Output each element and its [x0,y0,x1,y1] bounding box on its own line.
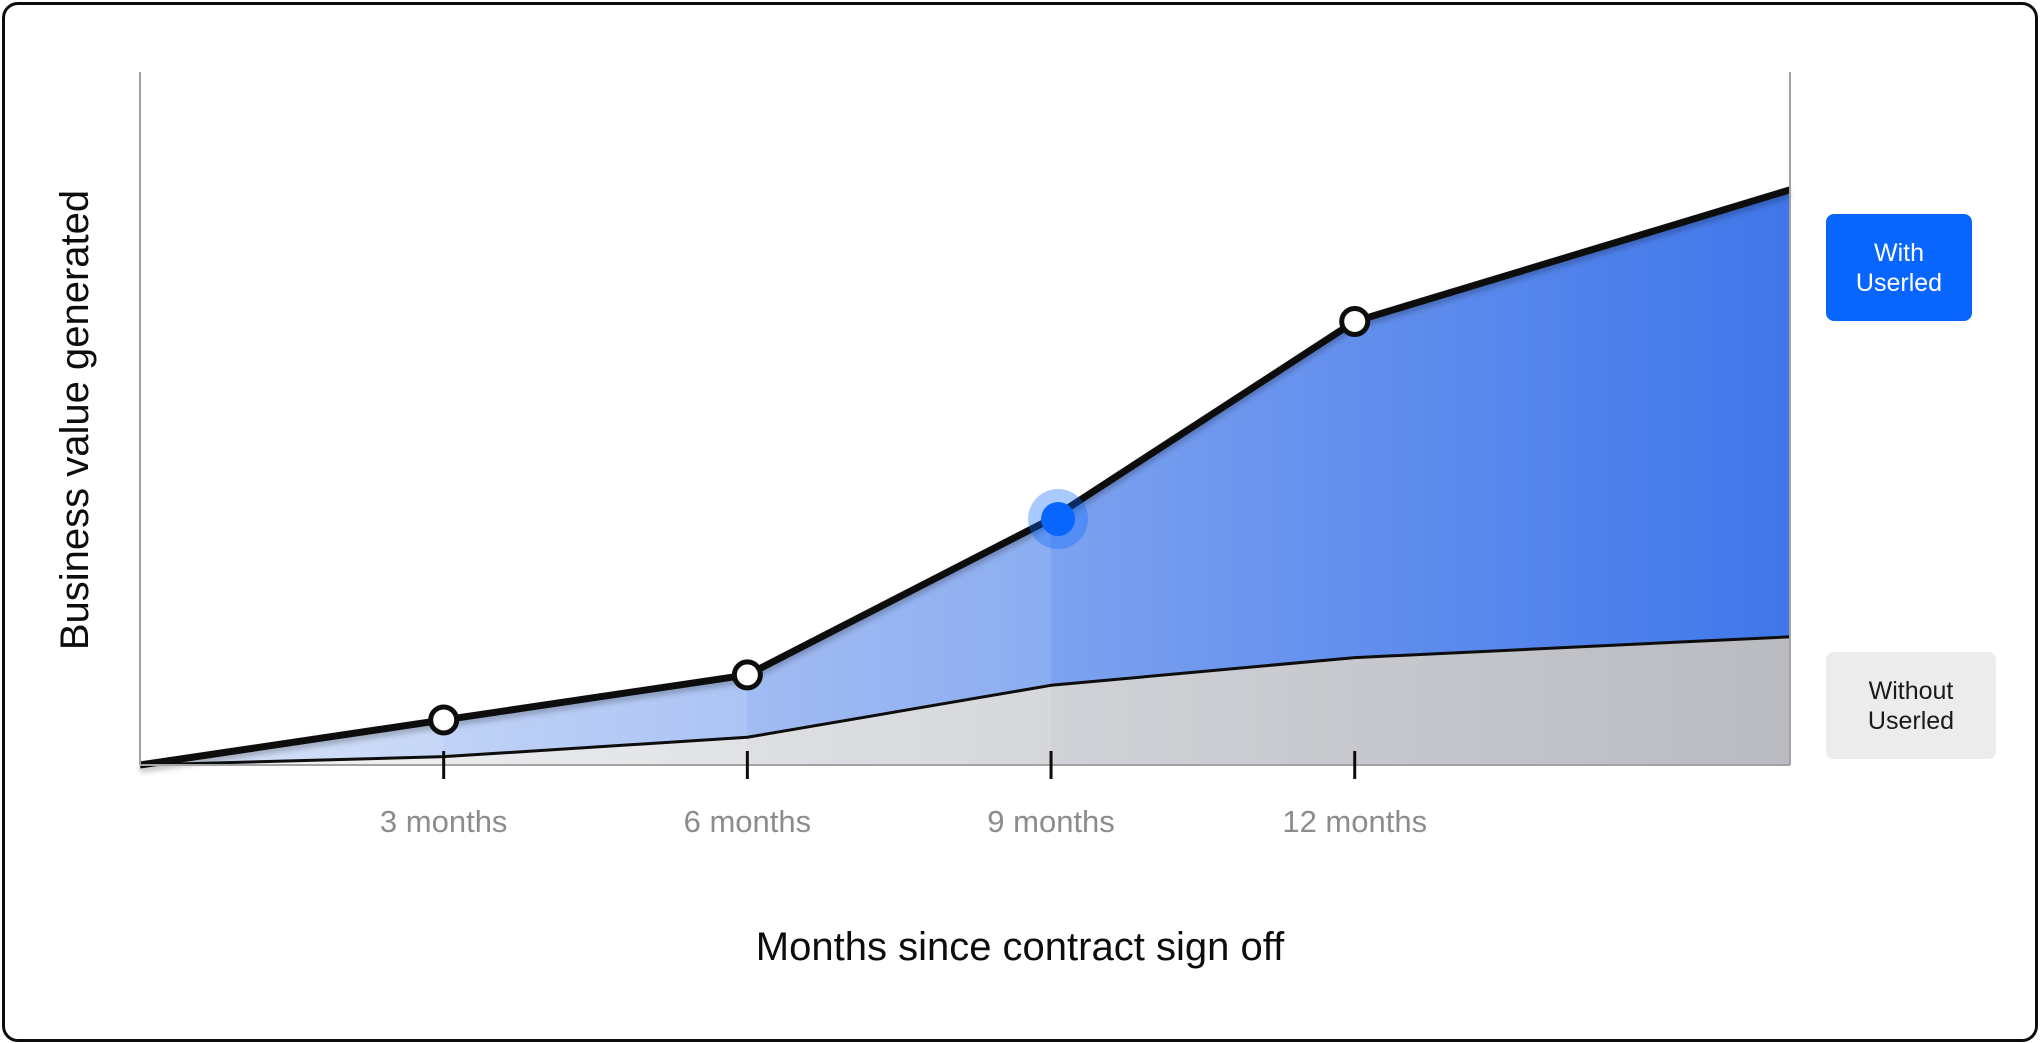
legend-without-label: Without Userled [1867,676,1955,735]
without-userled-line [139,635,1791,767]
y-axis-title: Business value generated [53,190,97,650]
series-lines [139,186,1792,769]
data-point-marker [428,704,460,736]
x-tick-label: 6 months [684,804,812,839]
with-userled-area [140,189,1790,765]
x-tick-label: 9 months [987,804,1115,839]
with-userled-line [139,186,1792,769]
data-markers [428,305,1371,736]
data-point-marker [1339,305,1371,337]
data-point-marker [731,659,763,691]
area-band [747,518,1052,765]
legend-without-userled: Without Userled [1826,652,1996,759]
highlight-marker [1041,501,1076,536]
legend-with-userled: With Userled [1826,214,1972,321]
legend-with-label: With Userled [1855,238,1943,297]
x-tick-label: 3 months [380,804,508,839]
axes [139,72,1791,766]
x-ticks: 3 months 6 months 9 months 12 months [380,751,1427,839]
x-axis-title: Months since contract sign off [756,925,1285,969]
area-band [443,674,748,765]
area-bands [140,189,1790,765]
x-tick-label: 12 months [1282,804,1427,839]
